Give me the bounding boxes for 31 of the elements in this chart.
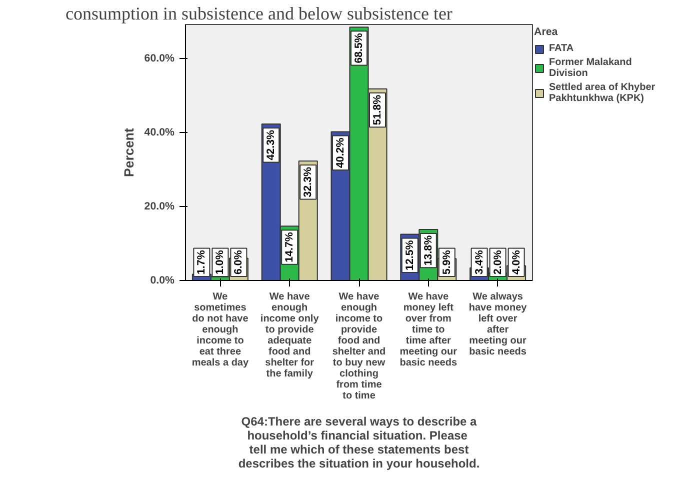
data-label: 32.3% [302,166,314,198]
x-tick-label: We always have money left over after meeting our basic needs [468,292,528,358]
y-tick-label: 40.0% [144,126,176,139]
data-label: 14.7% [284,232,296,262]
data-label: 6.0% [232,250,245,274]
y-axis-title: Percent [121,127,136,177]
data-label: 1.7% [196,250,208,274]
x-tick-label: We have enough income only to provide adequate food and shelter for the family [260,292,320,380]
legend-label: FATA [549,43,574,54]
y-tick-label: 0.0% [150,274,176,286]
data-label: 1.0% [214,250,226,274]
data-label: 51.8% [372,94,384,126]
x-tick-label: We sometimes do not have enough income to eat three meals a day [192,292,249,368]
data-label: 68.5% [353,32,365,64]
y-tick-label: 20.0% [144,200,176,213]
data-label: 4.0% [510,250,522,274]
data-label: 3.4% [473,250,486,274]
data-label: 5.9% [440,250,453,274]
y-tick-label: 60.0% [144,52,176,65]
legend-label: Settled area of Khyber Pakhtunkhwa (KPK) [549,82,656,104]
x-axis-title: Q64:There are several ways to describe a household’s financial situation. Please tell me which of these statements best describes the situation in your household. [238,414,480,470]
data-label: 42.3% [265,129,278,160]
data-label: 13.8% [422,234,434,266]
text: consumption in subsistence and below subsistence ter [66,4,452,24]
x-tick-label: We have money left over from time to time after meeting our basic needs [400,292,458,368]
legend-title: Area [534,26,559,38]
category-label: We have enough income to provide food and shelter and to buy new clothing from time to time [332,292,386,402]
legend-label: Former Malakand Division [549,57,632,79]
data-label: 2.0% [492,250,504,274]
data-label: 12.5% [404,240,416,270]
data-label: 40.2% [334,137,346,168]
